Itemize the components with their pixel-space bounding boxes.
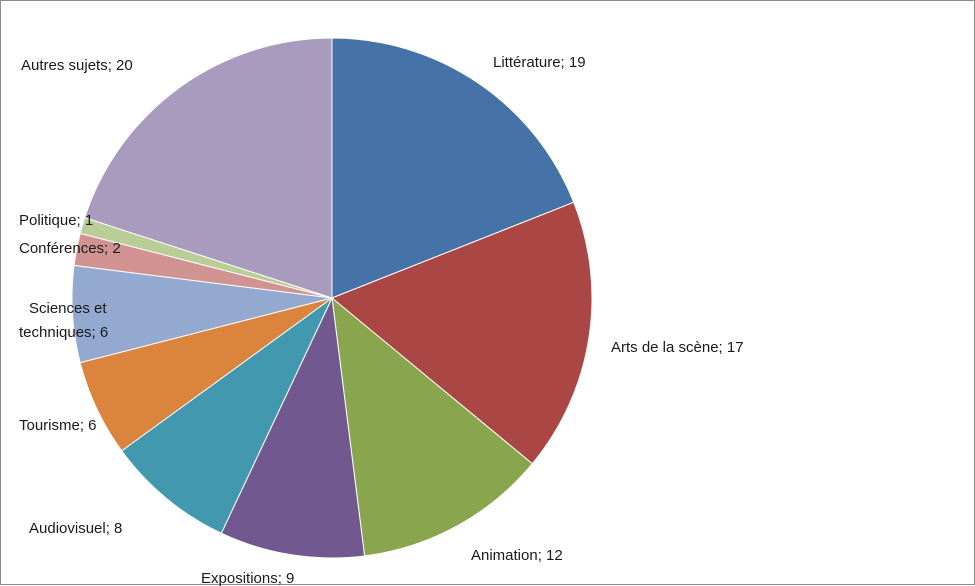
pie-label-litterature: Littérature; 19 [493, 54, 586, 71]
pie-slice-arts-de-la-scene [331, 201, 593, 465]
pie-label-politique: Politique; 1 [19, 212, 93, 229]
pie-label-tourisme: Tourisme; 6 [19, 417, 97, 434]
pie-slice-autres-sujets [84, 37, 333, 299]
pie-label-conferences: Conférences; 2 [19, 240, 121, 257]
pie-slice-expositions [220, 296, 366, 559]
pie-label-sciences-et-techniques-line-2: techniques; 6 [19, 324, 108, 341]
pie-slice-litterature [331, 37, 575, 299]
pie-label-expositions: Expositions; 9 [201, 570, 294, 586]
pie-label-arts-de-la-scene: Arts de la scène; 17 [611, 339, 744, 356]
pie-slice-audiovisuel [120, 297, 333, 534]
pie-slice-animation [331, 296, 534, 557]
pie-label-sciences-et-techniques-line-1: Sciences et [29, 300, 107, 317]
pie-label-autres-sujets: Autres sujets; 20 [21, 57, 133, 74]
pie-label-audiovisuel: Audiovisuel; 8 [29, 520, 122, 537]
pie-label-animation: Animation; 12 [471, 547, 563, 564]
